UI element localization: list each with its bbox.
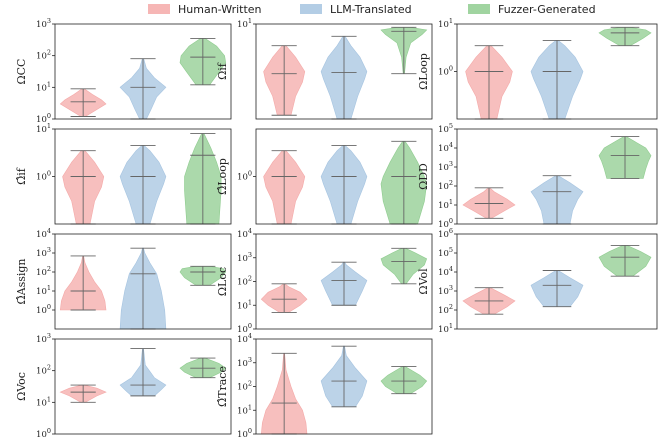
y-axis-label-4: Ω̂Loop	[216, 158, 229, 195]
y-tick-label-5-3: 103	[438, 160, 453, 173]
y-axis-label-6: Ω̂Assign	[15, 259, 28, 305]
y-tick-label-2-1: 101	[438, 17, 453, 30]
legend-label-1: LLM-Translated	[330, 3, 412, 16]
legend-label-0: Human-Written	[178, 3, 262, 16]
panel-frame-9	[54, 338, 232, 435]
y-tick-label-6-1: 101	[36, 284, 51, 297]
legend-label-2: Fuzzer-Generated	[498, 3, 596, 16]
y-tick-label-3-0: 100	[36, 170, 51, 183]
y-tick-label-0-3: 103	[36, 17, 51, 30]
y-tick-label-10-2: 102	[237, 380, 252, 393]
y-tick-label-7-3: 103	[237, 251, 252, 264]
y-tick-label-8-4: 105	[438, 246, 453, 259]
y-tick-label-5-1: 101	[438, 198, 453, 211]
legend: Human-Written LLM-Translated Fuzzer-Genera…	[148, 3, 596, 16]
legend-swatch-1	[300, 4, 322, 14]
panel-8: 101 102 103 104 105 106 ΩVol	[417, 227, 658, 335]
y-tick-label-8-3: 104	[438, 265, 453, 278]
panel-2: 100 101 ΩLoop	[417, 17, 658, 120]
y-tick-label-5-5: 105	[438, 122, 453, 135]
y-tick-label-8-1: 102	[438, 303, 453, 316]
panel-10: 100 101 102 103 104 Ω̂Trace	[216, 332, 433, 439]
y-tick-label-6-4: 104	[36, 227, 51, 240]
panel-frame-1	[255, 23, 433, 120]
y-tick-label-5-4: 104	[438, 141, 453, 154]
y-tick-label-8-2: 103	[438, 284, 453, 297]
y-axis-label-2: ΩLoop	[417, 53, 430, 90]
y-tick-label-0-0: 100	[36, 112, 51, 125]
y-tick-label-10-0: 100	[237, 427, 252, 439]
y-tick-label-4-0: 100	[237, 170, 252, 183]
panel-frame-6	[54, 233, 232, 330]
y-tick-label-7-1: 101	[237, 298, 252, 311]
y-tick-label-9-1: 101	[36, 395, 51, 408]
y-tick-label-10-4: 104	[237, 332, 252, 345]
panel-1: 101 Ωif	[216, 17, 433, 120]
y-tick-label-10-3: 103	[237, 356, 252, 369]
legend-swatch-0	[148, 4, 170, 14]
panel-0: 100 101 102 103 ΩCC	[15, 17, 232, 125]
y-tick-label-5-0: 100	[438, 217, 453, 230]
y-tick-label-9-0: 100	[36, 427, 51, 439]
y-tick-label-10-1: 101	[237, 403, 252, 416]
y-tick-label-3-1: 101	[36, 122, 51, 135]
panel-6: 100 101 102 103 104 Ω̂Assign	[15, 227, 232, 330]
y-axis-label-8: ΩVol	[417, 268, 430, 295]
y-tick-label-6-0: 100	[36, 303, 51, 316]
y-tick-label-7-2: 102	[237, 275, 252, 288]
panel-9: 100 101 102 103 ΩVoc	[15, 332, 232, 439]
panel-5: 100 101 102 103 104 105 ΩDD	[417, 122, 658, 230]
y-axis-label-0: ΩCC	[15, 59, 28, 85]
y-tick-label-2-0: 100	[438, 65, 453, 78]
y-tick-label-1-0: 101	[237, 17, 252, 30]
y-axis-label-5: ΩDD	[417, 163, 430, 190]
y-tick-label-8-0: 101	[438, 322, 453, 335]
y-tick-label-0-2: 102	[36, 49, 51, 62]
y-axis-label-3: Ω̂if	[15, 167, 28, 185]
y-axis-label-9: ΩVoc	[15, 372, 28, 401]
y-tick-label-7-0: 100	[237, 322, 252, 335]
y-axis-label-1: Ωif	[216, 62, 229, 80]
panel-3: 100 101 Ω̂if	[15, 122, 232, 225]
y-tick-label-6-3: 103	[36, 246, 51, 259]
y-axis-label-10: Ω̂Trace	[216, 366, 229, 407]
y-tick-label-6-2: 102	[36, 265, 51, 278]
panel-frame-8	[456, 233, 658, 330]
y-axis-label-7: ΩLoc	[216, 267, 229, 296]
panel-4: 100 Ω̂Loop	[216, 128, 433, 225]
y-tick-label-9-2: 102	[36, 364, 51, 377]
panel-7: 100 101 102 103 104 ΩLoc	[216, 227, 433, 335]
y-tick-label-8-5: 106	[438, 227, 453, 240]
y-tick-label-0-1: 101	[36, 80, 51, 93]
panel-frame-0	[54, 23, 232, 120]
y-tick-label-7-4: 104	[237, 227, 252, 240]
y-tick-label-5-2: 102	[438, 179, 453, 192]
y-tick-label-9-3: 103	[36, 332, 51, 345]
legend-swatch-2	[468, 4, 490, 14]
panel-frame-5	[456, 128, 658, 225]
